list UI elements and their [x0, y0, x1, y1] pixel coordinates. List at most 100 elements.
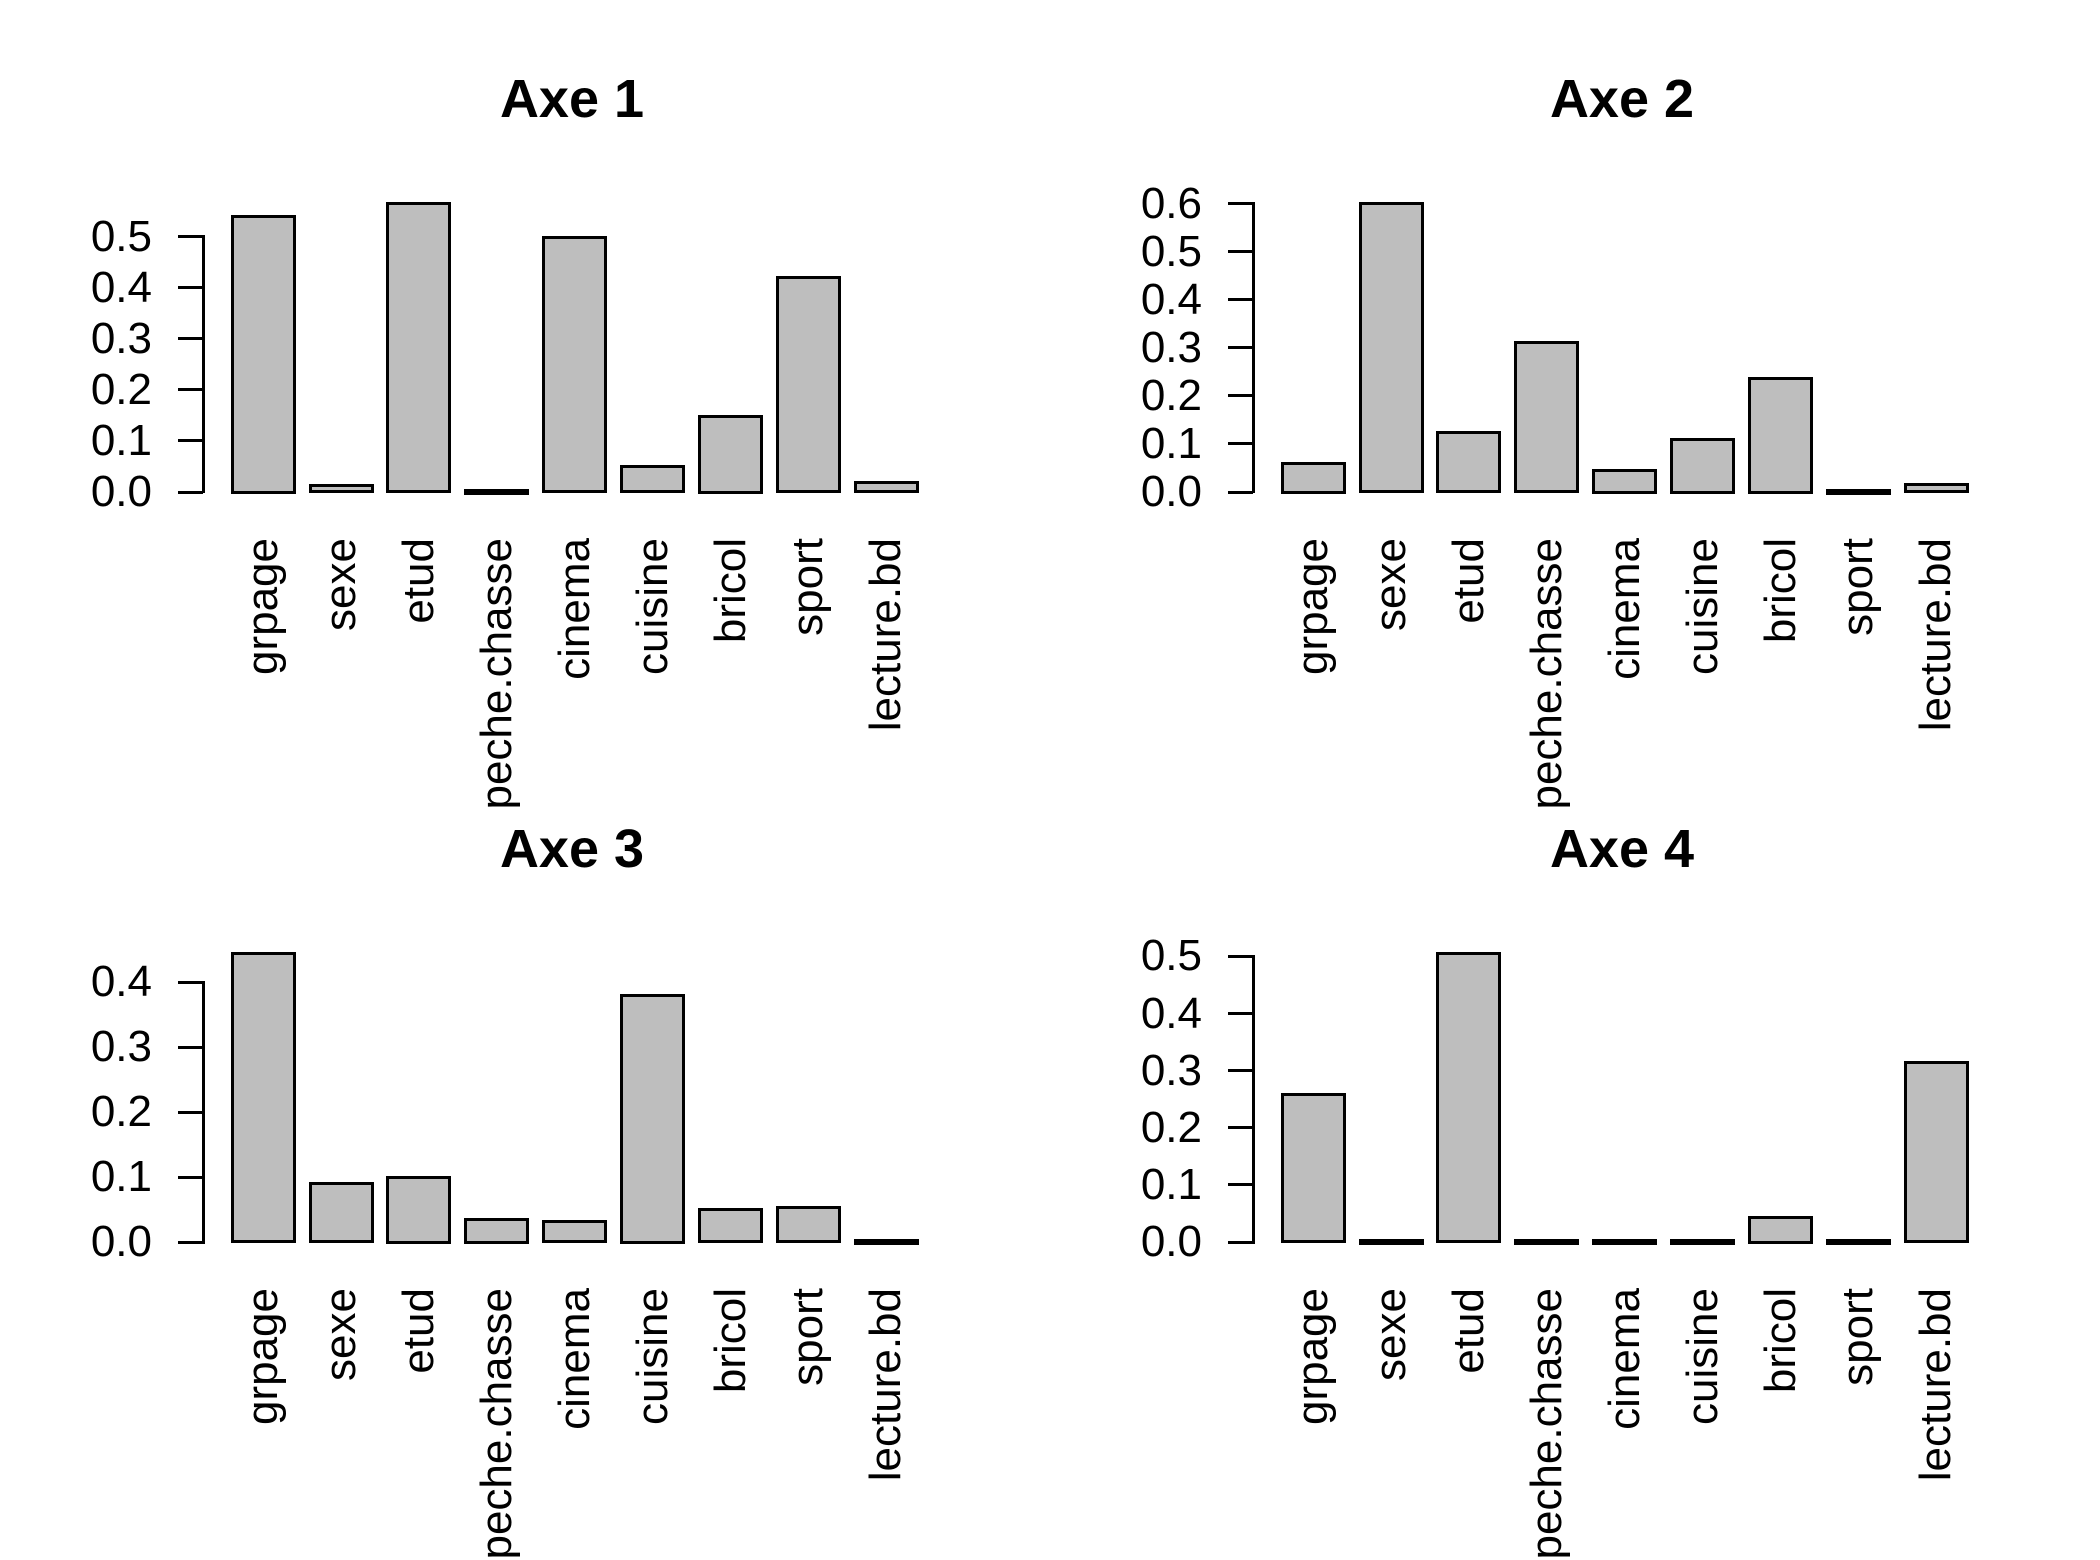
y-axis-tick-label: 0.3 [1140, 1046, 1202, 1095]
y-axis-line [202, 981, 205, 1244]
chart-title-axe-1: Axe 1 [499, 69, 645, 129]
bar-cuisine [1670, 1239, 1735, 1245]
bar-sport [1826, 489, 1891, 495]
x-axis-label-grpage: grpage [238, 1288, 287, 1426]
y-axis-tick-label: 0.0 [90, 467, 152, 516]
x-axis-label-sport: sport [1833, 538, 1882, 636]
bar-peche.chasse [1514, 1239, 1579, 1245]
y-axis-tick [178, 388, 203, 391]
x-axis-label-bricol: bricol [706, 1288, 755, 1394]
bar-cuisine [620, 465, 685, 493]
x-axis-label-etud: etud [394, 538, 443, 624]
bar-cuisine [620, 994, 685, 1244]
bar-etud [1436, 431, 1501, 493]
x-axis-label-lecture.bd: lecture.bd [1911, 1288, 1960, 1482]
bar-bricol [698, 415, 763, 494]
chart-panel-axe-3: Axe 3 0.0 0.1 0.2 0.3 0.4 grpage sexe etud peche… [0, 750, 1050, 1560]
x-axis-label-lecture.bd: lecture.bd [861, 1288, 910, 1482]
y-axis-line [1252, 202, 1255, 493]
y-axis-tick [1228, 1126, 1253, 1129]
y-axis-tick-label: 0.2 [90, 1087, 152, 1136]
chart-panel-axe-2: Axe 2 0.0 0.1 0.2 0.3 0.4 0.5 0.6 grpage sexe etu… [1050, 0, 2100, 810]
bar-cinema [542, 1220, 607, 1243]
plot-area-axe-1: 0.0 0.1 0.2 0.3 0.4 0.5 grpage sexe etud peche.ch… [0, 0, 1050, 810]
bar-cuisine [1670, 438, 1735, 494]
bar-bricol [1748, 377, 1813, 494]
x-axis-label-grpage: grpage [1288, 538, 1337, 676]
x-axis-label-cinema: cinema [1600, 1288, 1649, 1430]
x-axis-label-grpage: grpage [1288, 1288, 1337, 1426]
x-axis-label-cinema: cinema [550, 538, 599, 680]
x-axis-label-bricol: bricol [706, 538, 755, 644]
bar-sport [776, 276, 841, 493]
y-axis-tick [1228, 346, 1253, 349]
y-axis-tick-label: 0.3 [90, 314, 152, 363]
y-axis-tick-label: 0.4 [90, 263, 152, 312]
bar-lecture.bd [854, 1239, 919, 1245]
y-axis-tick [178, 491, 203, 494]
bar-grpage [1281, 1093, 1346, 1243]
x-axis-label-sport: sport [783, 538, 832, 636]
y-axis-tick-label: 0.1 [1140, 1160, 1202, 1209]
x-axis-label-etud: etud [1444, 538, 1493, 624]
y-axis-tick [178, 286, 203, 289]
bar-cinema [1592, 469, 1657, 494]
y-axis-tick [1228, 394, 1253, 397]
bar-lecture.bd [854, 481, 919, 493]
plot-area-axe-2: 0.0 0.1 0.2 0.3 0.4 0.5 0.6 grpage sexe etud peche… [1050, 0, 2100, 810]
x-axis-label-etud: etud [1444, 1288, 1493, 1374]
x-axis-label-sexe: sexe [316, 1288, 365, 1381]
bar-grpage [231, 952, 296, 1243]
x-axis-label-cuisine: cuisine [1678, 538, 1727, 675]
y-axis-tick [1228, 491, 1253, 494]
y-axis-tick [178, 439, 203, 442]
y-axis-tick-label: 0.3 [90, 1022, 152, 1071]
bar-sexe [309, 1182, 374, 1243]
y-axis-tick [1228, 250, 1253, 253]
bar-sport [776, 1206, 841, 1243]
y-axis-tick [178, 1046, 203, 1049]
chart-title-axe-3: Axe 3 [499, 819, 645, 879]
bar-lecture.bd [1904, 483, 1969, 493]
bar-etud [386, 1176, 451, 1244]
x-axis-label-cuisine: cuisine [628, 1288, 677, 1425]
bar-etud [386, 202, 451, 493]
x-axis-label-sport: sport [1833, 1288, 1882, 1386]
x-axis-label-sexe: sexe [1366, 538, 1415, 631]
y-axis-tick [178, 1176, 203, 1179]
bar-etud [1436, 952, 1501, 1243]
y-axis-tick-label: 0.0 [90, 1217, 152, 1266]
x-axis-label-lecture.bd: lecture.bd [861, 538, 910, 732]
y-axis-tick-label: 0.1 [90, 416, 152, 465]
bar-grpage [231, 215, 296, 494]
bar-peche.chasse [464, 489, 529, 495]
y-axis-tick-label: 0.3 [1140, 323, 1202, 372]
bar-peche.chasse [464, 1218, 529, 1244]
y-axis-tick-label: 0.2 [1140, 1103, 1202, 1152]
bar-cinema [1592, 1239, 1657, 1245]
bar-sport [1826, 1239, 1891, 1245]
y-axis-tick [1228, 1241, 1253, 1244]
x-axis-label-grpage: grpage [238, 538, 287, 676]
plot-area-axe-4: 0.0 0.1 0.2 0.3 0.4 0.5 grpage sexe etud peche.ch… [1050, 750, 2100, 1560]
bar-sexe [309, 484, 374, 493]
y-axis-tick [178, 981, 203, 984]
y-axis-tick-label: 0.5 [90, 212, 152, 261]
y-axis-tick [1228, 442, 1253, 445]
y-axis-tick-label: 0.1 [1140, 419, 1202, 468]
chart-panel-axe-4: Axe 4 0.0 0.1 0.2 0.3 0.4 0.5 grpage sexe etud pe… [1050, 750, 2100, 1560]
x-axis-label-peche.chasse: peche.chasse [1522, 1288, 1571, 1560]
y-axis-line [202, 235, 205, 493]
x-axis-label-cinema: cinema [550, 1288, 599, 1430]
x-axis-label-bricol: bricol [1756, 538, 1805, 644]
x-axis-label-bricol: bricol [1756, 1288, 1805, 1394]
bar-bricol [1748, 1216, 1813, 1244]
plot-area-axe-3: 0.0 0.1 0.2 0.3 0.4 grpage sexe etud peche.chass… [0, 750, 1050, 1560]
y-axis-tick [1228, 1183, 1253, 1186]
y-axis-tick [178, 1111, 203, 1114]
x-axis-label-peche.chasse: peche.chasse [472, 1288, 521, 1560]
y-axis-tick-label: 0.4 [1140, 989, 1202, 1038]
y-axis-tick [178, 337, 203, 340]
y-axis-tick-label: 0.1 [90, 1152, 152, 1201]
y-axis-tick-label: 0.5 [1140, 931, 1202, 980]
